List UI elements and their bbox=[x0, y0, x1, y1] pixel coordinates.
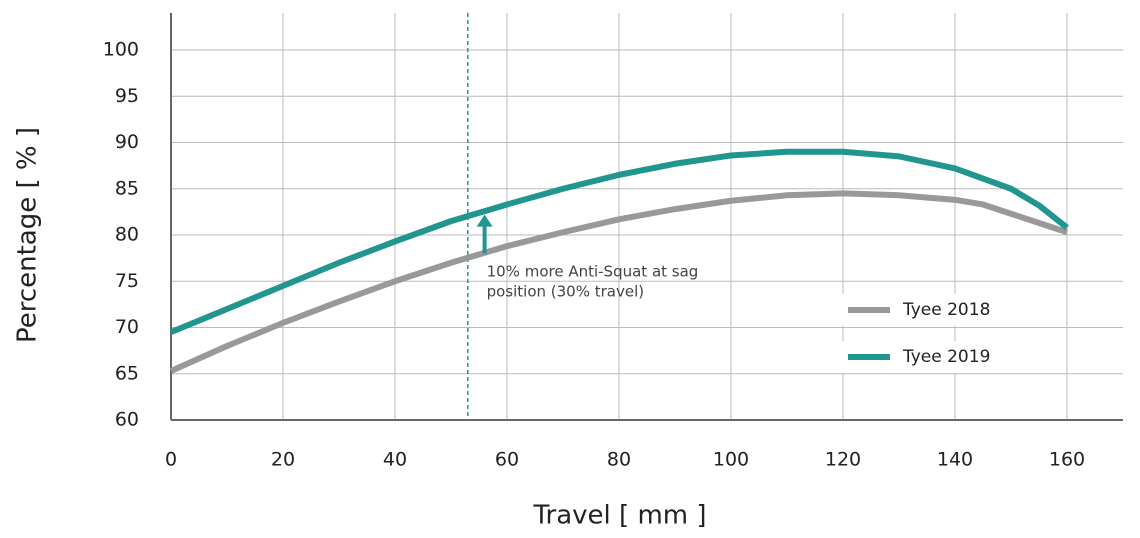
x-tick-label: 20 bbox=[271, 449, 295, 471]
annotation-text: 10% more Anti-Squat at sag bbox=[487, 263, 699, 281]
x-tick-label: 140 bbox=[937, 449, 973, 471]
series-line bbox=[169, 148, 1069, 335]
y-tick-label: 95 bbox=[115, 85, 139, 107]
annotation-text: position (30% travel) bbox=[487, 283, 645, 301]
y-tick-label: 75 bbox=[115, 270, 139, 292]
x-tick-label: 120 bbox=[825, 449, 861, 471]
y-tick-label: 70 bbox=[115, 316, 139, 338]
y-tick-label: 80 bbox=[115, 224, 139, 246]
y-tick-label: 65 bbox=[115, 362, 139, 384]
x-tick-label: 0 bbox=[165, 449, 177, 471]
x-tick-label: 40 bbox=[383, 449, 407, 471]
x-tick-label: 60 bbox=[495, 449, 519, 471]
x-tick-label: 100 bbox=[713, 449, 749, 471]
y-axis-label: Percentage [ % ] bbox=[13, 127, 43, 343]
legend-label: Tyee 2019 bbox=[902, 347, 990, 367]
x-tick-label: 80 bbox=[607, 449, 631, 471]
arrow-head bbox=[476, 214, 493, 227]
y-tick-label: 90 bbox=[115, 131, 139, 153]
y-tick-label: 60 bbox=[115, 409, 139, 431]
series-line bbox=[169, 190, 1068, 374]
x-tick-label: 160 bbox=[1049, 449, 1085, 471]
y-tick-label: 100 bbox=[103, 39, 139, 61]
x-axis-label: Travel [ mm ] bbox=[532, 501, 706, 531]
legend-label: Tyee 2018 bbox=[902, 300, 990, 320]
y-tick-label: 85 bbox=[115, 177, 139, 199]
